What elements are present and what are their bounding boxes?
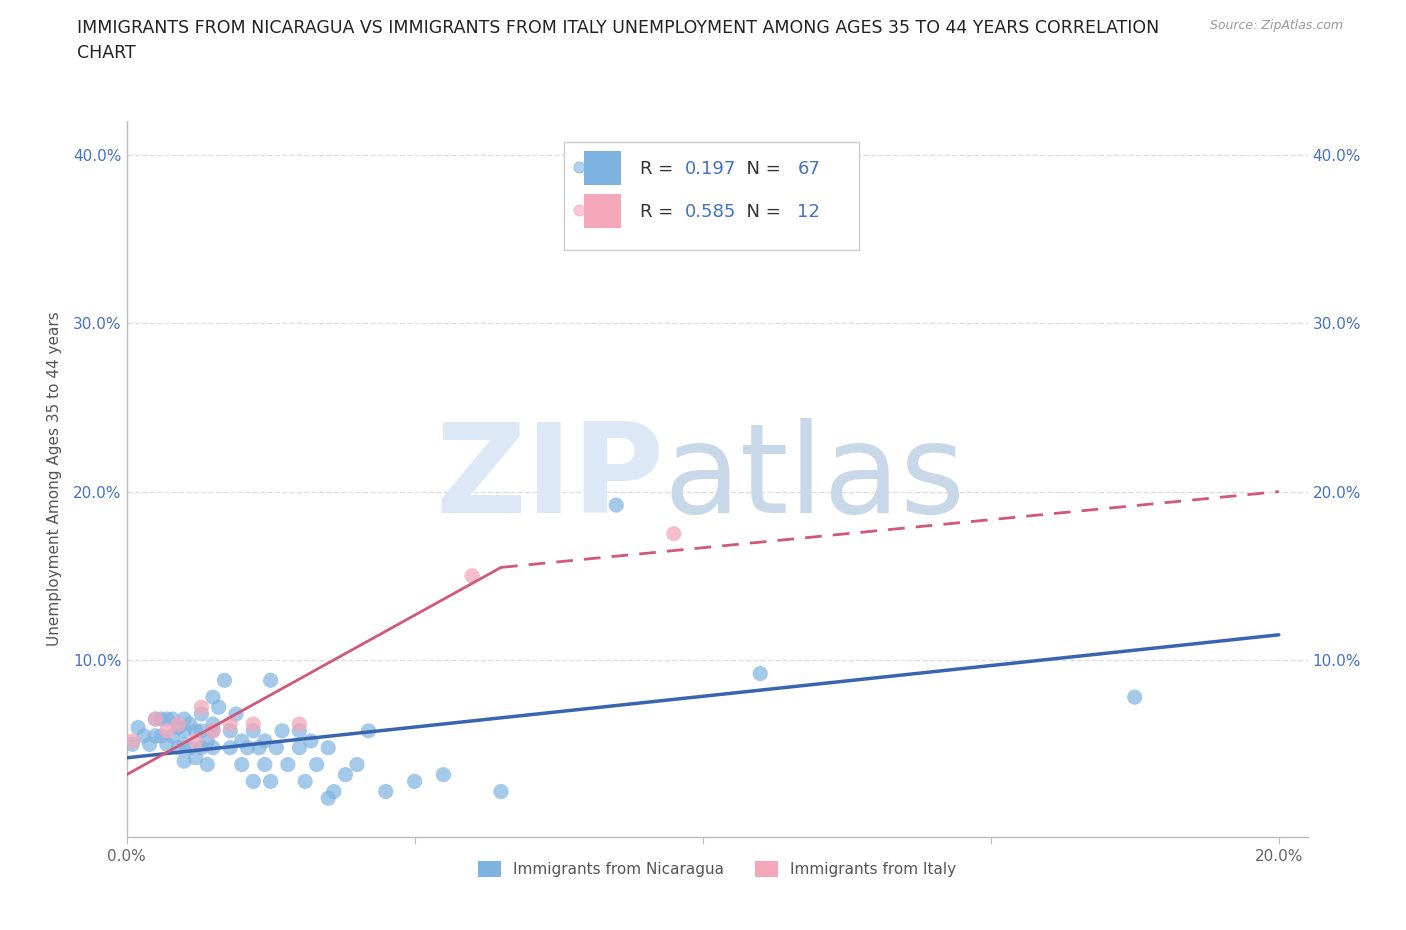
Y-axis label: Unemployment Among Ages 35 to 44 years: Unemployment Among Ages 35 to 44 years (46, 312, 62, 646)
Point (156, 737, 179, 751)
Point (219, 717, 242, 732)
Point (266, 740, 288, 755)
Point (201, 740, 224, 755)
Point (195, 757, 218, 772)
Point (432, 767, 454, 782)
Point (184, 734, 207, 749)
Point (294, 774, 316, 789)
Bar (583, 151, 621, 185)
Text: R =: R = (640, 203, 679, 220)
Point (253, 734, 276, 749)
Point (190, 740, 212, 755)
Point (288, 724, 311, 738)
Point (259, 673, 281, 688)
Point (242, 724, 264, 738)
Point (749, 666, 772, 681)
Point (190, 724, 212, 738)
Point (121, 734, 143, 749)
Point (208, 699, 231, 714)
Point (201, 724, 224, 738)
Point (357, 724, 380, 738)
Point (179, 740, 201, 755)
Point (127, 720, 149, 735)
Point (247, 740, 270, 755)
Text: atlas: atlas (664, 418, 966, 539)
Point (489, 784, 512, 799)
Point (143, 711, 166, 726)
Point (335, 767, 357, 782)
Point (201, 724, 224, 738)
Point (316, 740, 339, 755)
Point (236, 740, 259, 755)
Point (162, 728, 184, 743)
Point (150, 728, 173, 743)
Point (316, 790, 339, 805)
Point (214, 673, 236, 688)
Point (323, 784, 346, 799)
Point (173, 737, 195, 751)
Point (173, 711, 195, 726)
Point (190, 707, 212, 722)
Point (167, 740, 190, 755)
Point (404, 774, 426, 789)
Point (259, 774, 281, 789)
Point (162, 711, 184, 726)
Point (1123, 690, 1146, 705)
Point (299, 734, 322, 749)
Point (190, 699, 212, 714)
Point (143, 728, 166, 743)
Point (201, 717, 224, 732)
Point (219, 740, 242, 755)
Point (179, 717, 201, 732)
Point (167, 720, 190, 735)
Point (173, 724, 195, 738)
Text: 0.197: 0.197 (685, 160, 737, 178)
Point (184, 751, 207, 765)
Point (138, 737, 160, 751)
Point (225, 707, 247, 722)
Text: ZIP: ZIP (436, 418, 664, 539)
Text: 12: 12 (797, 203, 820, 220)
Point (219, 724, 242, 738)
Point (184, 724, 207, 738)
Point (231, 757, 253, 772)
Point (132, 728, 155, 743)
Point (231, 734, 253, 749)
Point (461, 568, 484, 583)
Text: Source: ZipAtlas.com: Source: ZipAtlas.com (1209, 19, 1343, 32)
Text: 0.585: 0.585 (685, 203, 737, 220)
Text: 67: 67 (797, 160, 820, 178)
Point (173, 753, 195, 768)
Point (288, 717, 311, 732)
Point (201, 690, 224, 705)
Point (288, 740, 311, 755)
Point (253, 757, 276, 772)
Point (305, 757, 328, 772)
Text: R =: R = (640, 160, 679, 178)
Point (662, 526, 685, 541)
Point (374, 784, 396, 799)
Text: CHART: CHART (77, 44, 136, 61)
Point (156, 711, 179, 726)
FancyBboxPatch shape (564, 142, 859, 250)
Point (277, 757, 299, 772)
Point (167, 717, 190, 732)
Point (195, 734, 218, 749)
Bar (583, 194, 621, 229)
Point (346, 757, 368, 772)
Text: IMMIGRANTS FROM NICARAGUA VS IMMIGRANTS FROM ITALY UNEMPLOYMENT AMONG AGES 35 TO: IMMIGRANTS FROM NICARAGUA VS IMMIGRANTS … (77, 19, 1160, 36)
Point (143, 711, 166, 726)
Point (150, 711, 173, 726)
Point (242, 717, 264, 732)
Point (156, 724, 179, 738)
Text: N =: N = (735, 203, 786, 220)
Point (271, 724, 294, 738)
Point (242, 774, 264, 789)
Legend: Immigrants from Nicaragua, Immigrants from Italy: Immigrants from Nicaragua, Immigrants fr… (472, 855, 962, 884)
Text: N =: N = (735, 160, 786, 178)
Point (121, 737, 143, 751)
Point (605, 498, 627, 512)
